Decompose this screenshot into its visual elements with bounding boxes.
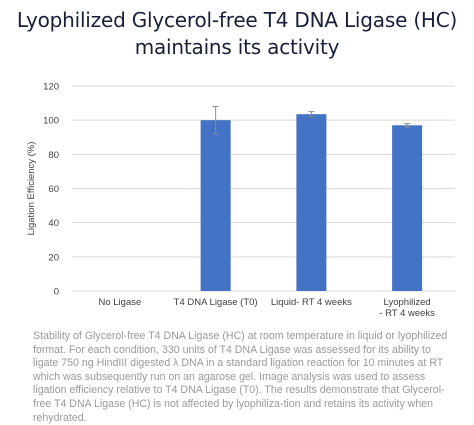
gridlines xyxy=(72,85,455,292)
y-tick-label: 20 xyxy=(48,252,59,263)
x-tick-label: Lyophilized - RT 4 weeks xyxy=(379,297,435,319)
y-tick-label: 0 xyxy=(54,287,59,298)
y-axis-label: Ligation Efficiency (%) xyxy=(26,142,37,236)
bar xyxy=(296,114,327,291)
chart-title: Lyophilized Glycerol-free T4 DNA Ligase … xyxy=(0,7,474,61)
error-bar xyxy=(308,111,315,118)
bar xyxy=(392,125,423,291)
error-bars xyxy=(212,106,411,135)
y-tick-labels: 0 20 40 60 80 100 120 xyxy=(43,82,59,298)
x-tick-label: No Ligase xyxy=(98,297,141,308)
y-tick-label: 60 xyxy=(48,184,59,195)
figure-caption: Stability of Glycerol-free T4 DNA Ligase… xyxy=(33,330,448,424)
chart-title-line-1: Lyophilized Glycerol-free T4 DNA Ligase … xyxy=(16,8,458,32)
bar xyxy=(200,120,231,291)
y-tick-label: 100 xyxy=(43,116,59,127)
bar-chart: 0 20 40 60 80 100 120 No Ligase T4 DNA Ligase (… xyxy=(26,82,455,319)
x-tick-label: T4 DNA Ligase (T0) xyxy=(174,297,258,308)
x-tick-label: Liquid- RT 4 weeks xyxy=(271,297,352,308)
chart-title-line-2: maintains its activity xyxy=(134,35,340,59)
error-bar xyxy=(404,123,411,128)
y-tick-label: 80 xyxy=(48,150,59,161)
y-tick-label: 40 xyxy=(48,218,59,229)
bars xyxy=(200,114,423,291)
y-tick-label: 120 xyxy=(43,82,59,93)
x-tick-labels: No Ligase T4 DNA Ligase (T0) Liquid- RT 4 … xyxy=(98,297,435,319)
error-bar xyxy=(212,106,219,135)
